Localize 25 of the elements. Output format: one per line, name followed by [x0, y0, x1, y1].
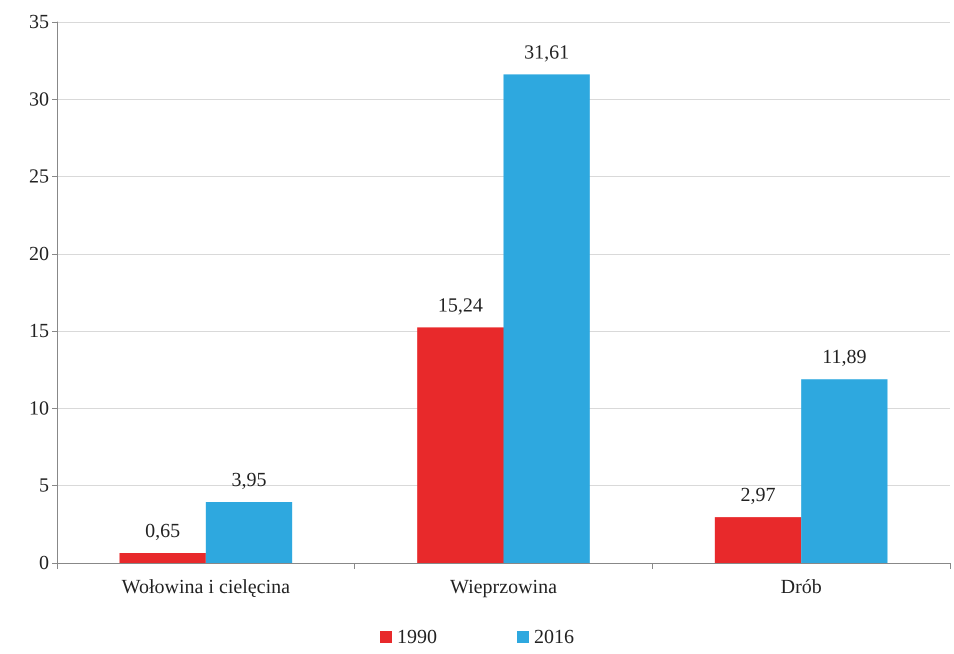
- x-tick-label: Wołowina i cielęcina: [122, 576, 290, 598]
- data-label: 3,95: [231, 468, 266, 491]
- y-tick-label: 35: [29, 11, 49, 33]
- bar: [417, 327, 504, 563]
- x-tick-label: Drób: [780, 576, 822, 598]
- x-tick-label: Wieprzowina: [450, 576, 558, 598]
- data-label: 2,97: [740, 484, 776, 506]
- bar: [801, 379, 888, 563]
- data-label: 15,24: [438, 294, 483, 316]
- y-tick-label: 20: [29, 242, 49, 265]
- legend-label: 2016: [534, 626, 574, 648]
- bar: [714, 517, 802, 563]
- legend-label: 1990: [397, 626, 437, 648]
- bar: [120, 552, 206, 563]
- y-tick-label: 0: [39, 552, 49, 574]
- data-label: 0,65: [145, 520, 180, 542]
- y-tick-label: 15: [29, 320, 49, 342]
- data-label: 31,61: [524, 41, 570, 64]
- bar: [504, 74, 590, 563]
- y-tick-label: 25: [29, 166, 49, 188]
- y-tick-label: 30: [29, 88, 49, 110]
- y-tick-label: 10: [29, 397, 49, 420]
- data-label: 11,89: [822, 346, 866, 368]
- y-tick-label: 5: [39, 474, 49, 497]
- bar: [206, 502, 292, 563]
